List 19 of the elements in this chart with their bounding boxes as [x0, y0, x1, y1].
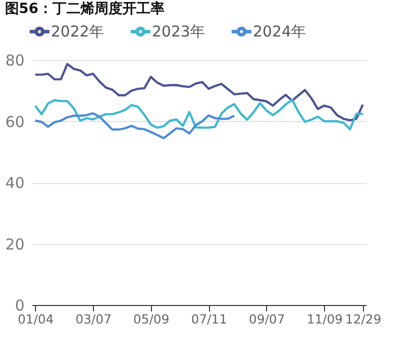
legend-label: 2023年 [152, 22, 206, 41]
y-tick-label: 0 [14, 296, 24, 314]
y-tick-label: 80 [5, 52, 24, 70]
y-tick-label: 20 [5, 235, 24, 254]
line-series [34, 112, 236, 140]
y-tick-label: 60 [5, 112, 24, 131]
y-tick-label: 40 [5, 174, 24, 192]
line-series [34, 62, 364, 122]
x-tick-label: 05/09 [133, 312, 170, 326]
x-tick-label: 12/29 [345, 312, 382, 326]
chart-title: 图56：丁二烯周度开工率 [4, 0, 164, 17]
x-tick-label: 01/04 [18, 312, 54, 326]
x-tick-label: 03/07 [76, 312, 112, 326]
legend-label: 2022年 [51, 22, 104, 41]
legend-label: 2024年 [253, 22, 306, 41]
x-tick-label: 09/07 [248, 312, 285, 326]
x-tick-label: 11/09 [306, 312, 343, 326]
x-tick-label: 07/11 [191, 312, 228, 326]
line-series [34, 98, 364, 130]
